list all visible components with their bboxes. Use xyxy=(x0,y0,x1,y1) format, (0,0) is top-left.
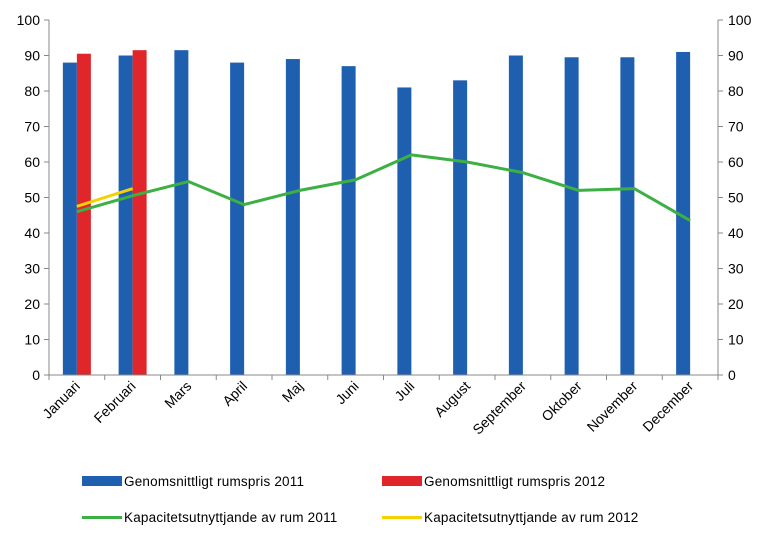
bar-1-juni xyxy=(341,66,356,376)
legend-item-bar-2011: Genomsnittligt rumspris 2011 xyxy=(82,474,382,489)
y-tick-label-right-40: 40 xyxy=(728,225,744,241)
legend-swatch-bar-2012 xyxy=(382,476,422,486)
y-tick-label-right-70: 70 xyxy=(728,119,744,135)
legend-label-line-2012: Kapacitetsutnyttjande av rum 2012 xyxy=(424,509,639,525)
x-tick-label-juli: Juli xyxy=(391,378,417,404)
y-tick-label-right-90: 90 xyxy=(728,48,744,64)
legend-row-1: Genomsnittligt rumspris 2011 Genomsnittl… xyxy=(82,470,722,492)
bar-1-juli xyxy=(397,87,412,375)
y-tick-label-right-80: 80 xyxy=(728,83,744,99)
bar-1-august xyxy=(453,80,468,375)
y-tick-label-right-50: 50 xyxy=(728,190,744,206)
x-tick-label-maj: Maj xyxy=(279,378,306,405)
legend-swatch-line-2011 xyxy=(82,515,122,519)
bar-1-november xyxy=(620,57,635,376)
y-tick-label-right-0: 0 xyxy=(728,367,736,383)
y-tick-label-right-10: 10 xyxy=(728,332,744,348)
y-tick-label-left-80: 80 xyxy=(24,83,40,99)
y-tick-label-left-10: 10 xyxy=(24,332,40,348)
x-tick-label-mars: Mars xyxy=(161,378,194,411)
legend-item-line-2012: Kapacitetsutnyttjande av rum 2012 xyxy=(382,510,682,525)
legend-label-line-2011: Kapacitetsutnyttjande av rum 2011 xyxy=(124,509,338,525)
x-tick-label-februari: Februari xyxy=(91,378,139,426)
bars-layer xyxy=(62,50,691,376)
lines-layer xyxy=(76,153,691,222)
bar-1-maj xyxy=(285,59,300,376)
y-tick-label-right-30: 30 xyxy=(728,261,744,277)
line-series-1 xyxy=(76,153,691,222)
y-tick-label-right-60: 60 xyxy=(728,154,744,170)
y-tick-label-left-60: 60 xyxy=(24,154,40,170)
bar-1-december xyxy=(676,51,691,375)
y-tick-label-left-70: 70 xyxy=(24,119,40,135)
axes-layer xyxy=(44,19,723,380)
legend-swatch-bar-2011 xyxy=(82,476,122,486)
legend-row-2: Kapacitetsutnyttjande av rum 2011 Kapaci… xyxy=(82,506,722,528)
x-tick-label-juni: Juni xyxy=(332,378,361,407)
legend-swatch-line-2012 xyxy=(382,515,422,519)
x-tick-label-september: September xyxy=(469,378,529,438)
y-tick-label-left-40: 40 xyxy=(24,225,40,241)
legend-label-bar-2011: Genomsnittligt rumspris 2011 xyxy=(124,473,305,489)
bar-1-september xyxy=(508,55,523,375)
y-tick-label-left-20: 20 xyxy=(24,296,40,312)
bar-1-oktober xyxy=(564,57,579,376)
legend-item-bar-2012: Genomsnittligt rumspris 2012 xyxy=(382,474,682,489)
y-tick-label-left-30: 30 xyxy=(24,261,40,277)
y-tick-label-right-20: 20 xyxy=(728,296,744,312)
x-tick-label-oktober: Oktober xyxy=(538,378,585,425)
chart-canvas: 0 0 10 10 20 20 30 30 40 40 50 50 60 60 70 70 80 80 90 90 10… xyxy=(17,12,752,438)
y-tick-label-left-90: 90 xyxy=(24,48,40,64)
y-tick-label-left-100: 100 xyxy=(17,12,41,28)
bar-2-februari xyxy=(132,50,147,376)
bar-1-april xyxy=(230,62,245,375)
x-tick-label-november: November xyxy=(584,378,641,435)
x-tick-label-december: December xyxy=(639,378,696,435)
x-tick-label-april: April xyxy=(219,378,250,409)
bar-1-mars xyxy=(174,50,189,376)
legend: Genomsnittligt rumspris 2011 Genomsnittl… xyxy=(82,470,722,542)
y-tick-label-left-50: 50 xyxy=(24,190,40,206)
legend-item-line-2011: Kapacitetsutnyttjande av rum 2011 xyxy=(82,510,382,525)
y-tick-label-right-100: 100 xyxy=(728,12,752,28)
x-tick-label-august: August xyxy=(431,378,473,420)
y-tick-label-left-0: 0 xyxy=(32,367,40,383)
legend-label-bar-2012: Genomsnittligt rumspris 2012 xyxy=(424,473,606,489)
line-series-2 xyxy=(76,187,134,208)
bar-1-februari xyxy=(118,55,133,375)
bar-2-januari xyxy=(76,53,91,375)
bar-1-januari xyxy=(62,62,77,375)
x-tick-label-januari: Januari xyxy=(39,378,83,422)
